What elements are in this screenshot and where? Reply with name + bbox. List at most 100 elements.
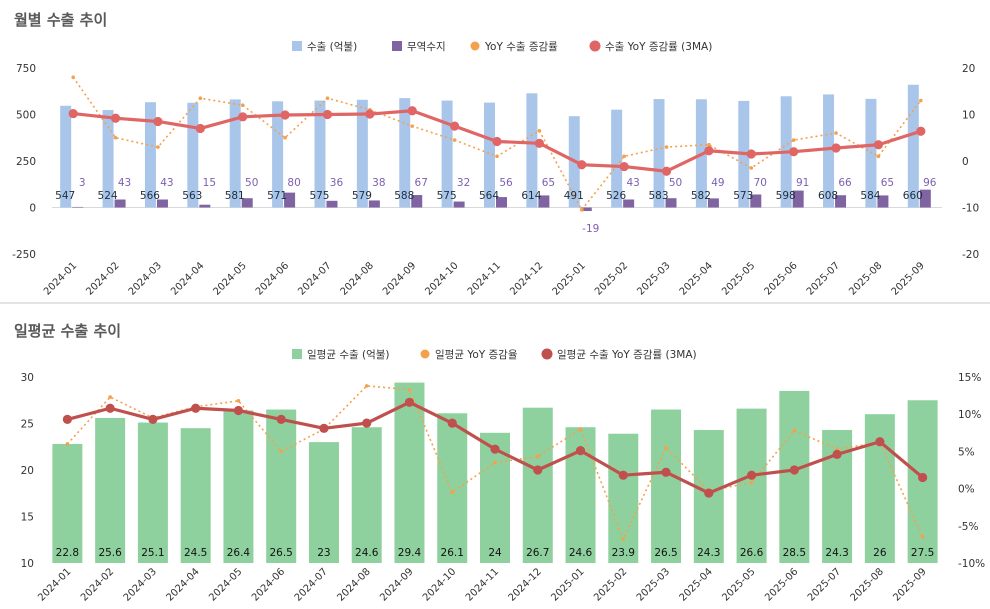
daily-3ma-point [918, 472, 928, 483]
yoy-export-point [664, 145, 669, 149]
daily-export-bar [864, 414, 895, 563]
export-bar [865, 98, 877, 208]
chart1-x-tick: 2024-07 [296, 260, 333, 297]
chart1-right-tick: 0 [962, 156, 969, 168]
daily-value-label: 26.1 [441, 547, 464, 559]
balance-bar [368, 200, 380, 208]
chart1-x-tick: 2024-04 [169, 260, 206, 297]
chart2-x-tick: 2025-09 [891, 566, 928, 603]
daily-3ma-point [875, 437, 885, 447]
balance-bar [835, 195, 847, 208]
legend-label: YoY 수출 증감률 [484, 41, 558, 53]
export-value-label: 491 [564, 190, 584, 202]
daily-value-label: 25.1 [141, 547, 164, 559]
daily-value-label: 26 [873, 547, 887, 559]
export-value-label: 660 [903, 190, 923, 202]
export-bar [526, 93, 538, 208]
chart2-x-tick: 2024-08 [336, 566, 373, 603]
yoy-3ma-point [534, 138, 544, 148]
yoy-3ma-point [110, 113, 121, 123]
yoy-export-point [876, 154, 881, 159]
daily-3ma-point [575, 446, 586, 456]
yoy-export-point [919, 98, 923, 103]
chart2-right-tick: -5% [958, 521, 978, 533]
chart2-x-tick: 2024-05 [207, 566, 244, 603]
export-bar [823, 94, 835, 208]
chart2-x-tick: 2024-09 [378, 566, 415, 603]
yoy-3ma-point [789, 147, 799, 157]
daily-3ma-point [362, 418, 372, 428]
balance-value-label: 70 [754, 177, 767, 189]
daily-3ma-point [447, 418, 457, 428]
daily-value-label: 29.4 [398, 547, 422, 559]
chart1-x-tick: 2024-06 [254, 260, 291, 297]
chart2-x-tick: 2024-03 [122, 566, 159, 603]
daily-value-label: 26.6 [740, 547, 764, 559]
chart1-x-tick: 2024-09 [381, 260, 418, 297]
legend-label: 수출 (억불) [307, 41, 357, 53]
yoy-3ma-point [746, 149, 756, 159]
legend-label: 수출 YoY 증감률 (3MA) [605, 41, 712, 53]
yoy-export-point [71, 75, 75, 80]
export-bar [356, 99, 368, 208]
daily-3ma-point [276, 414, 286, 425]
chart2-right-tick: -10% [958, 558, 985, 570]
legend-swatch [292, 41, 302, 51]
balance-bar [241, 198, 253, 208]
legend-swatch [541, 348, 553, 360]
yoy-export-point [452, 138, 457, 142]
export-bar [611, 109, 623, 208]
export-value-label: 524 [98, 190, 118, 202]
daily-3ma-point [832, 449, 842, 459]
legend-swatch [420, 349, 430, 359]
daily-value-label: 23 [317, 547, 330, 559]
daily-value-label: 24.6 [355, 547, 379, 559]
yoy-3ma-point [195, 123, 205, 134]
yoy-export-point [834, 131, 838, 135]
chart1-x-tick: 2025-08 [847, 260, 884, 297]
daily-yoy-point [450, 490, 455, 495]
daily-export-bar [608, 433, 639, 563]
balance-value-label: 66 [838, 177, 852, 189]
balance-bar [199, 204, 211, 208]
yoy-3ma-point [704, 146, 714, 156]
legend-swatch [292, 349, 302, 359]
legend-label: 무역수지 [407, 41, 446, 53]
legend-label: 일평균 수출 YoY 증감률 (3MA) [557, 348, 697, 361]
chart2-x-tick: 2024-01 [36, 566, 73, 603]
balance-bar [496, 197, 507, 208]
daily-yoy-point [535, 454, 540, 459]
daily-export-bar [779, 390, 810, 563]
chart1-x-tick: 2024-12 [508, 260, 545, 297]
chart1-x-tick: 2024-05 [212, 260, 249, 297]
legend-swatch [470, 41, 480, 51]
chart1-x-tick: 2025-03 [635, 260, 672, 297]
chart1-left-tick: 750 [16, 63, 36, 75]
daily-3ma-point [746, 470, 757, 480]
balance-bar [877, 195, 889, 208]
chart1-x-tick: 2024-08 [339, 260, 376, 297]
daily-3ma-point [661, 467, 671, 477]
export-value-label: 581 [225, 190, 245, 202]
chart1-right-tick: -10 [962, 203, 979, 215]
balance-bar [72, 206, 84, 208]
balance-value-label: 65 [881, 177, 894, 189]
daily-export-bar [223, 410, 254, 563]
chart1-right-tick: 10 [962, 110, 975, 122]
chart2-title: 일평균 수출 추이 [14, 322, 121, 340]
daily-3ma-point [490, 444, 500, 454]
chart2-x-tick: 2024-07 [293, 566, 330, 603]
legend-swatch [392, 41, 402, 51]
yoy-3ma-point [450, 121, 460, 131]
daily-value-label: 23.9 [612, 547, 635, 559]
daily-value-label: 25.6 [98, 547, 122, 559]
export-value-label: 608 [818, 190, 838, 202]
yoy-3ma-point [280, 110, 290, 120]
daily-yoy-point [792, 428, 797, 433]
chart1-left-tick: -250 [12, 249, 36, 261]
daily-value-label: 26.4 [227, 547, 251, 559]
chart1-x-tick: 2025-06 [762, 260, 799, 297]
chart2-left-tick: 15 [21, 512, 34, 524]
export-value-label: 583 [649, 190, 669, 202]
